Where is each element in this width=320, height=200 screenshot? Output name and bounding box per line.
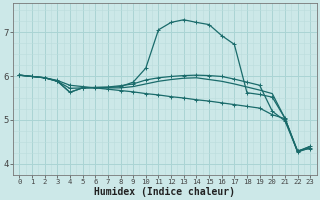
X-axis label: Humidex (Indice chaleur): Humidex (Indice chaleur): [94, 186, 235, 197]
